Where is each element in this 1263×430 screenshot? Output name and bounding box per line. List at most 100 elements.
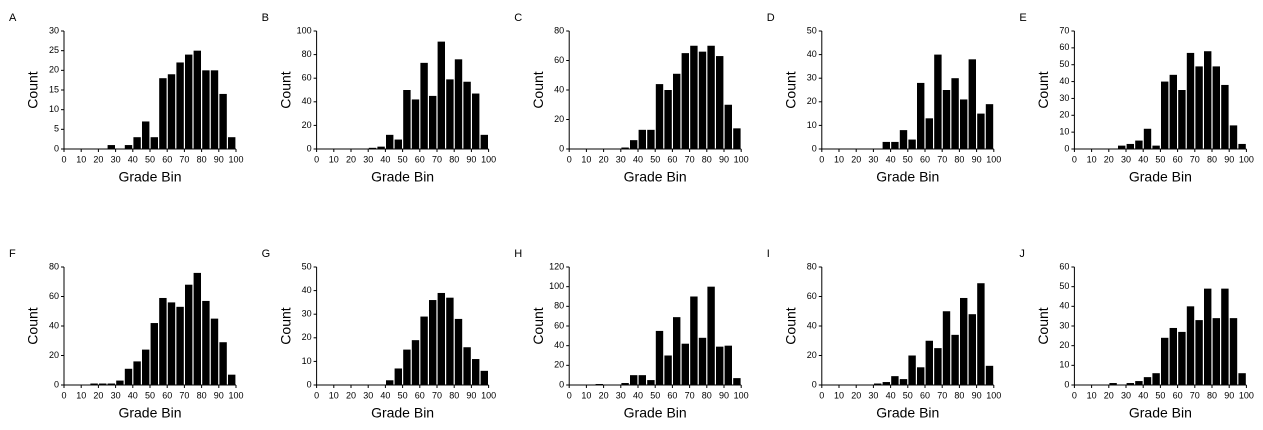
y-tick-label: 60 — [302, 73, 312, 83]
x-tick-label: 60 — [1173, 154, 1183, 164]
x-tick-label: 70 — [685, 390, 695, 400]
bar — [142, 349, 150, 385]
y-tick-label: 10 — [807, 120, 817, 130]
x-tick-label: 100 — [481, 390, 496, 400]
x-axis-title: Grade Bin — [876, 169, 939, 185]
bar — [1135, 381, 1143, 385]
y-tick-label: 50 — [807, 25, 817, 35]
x-tick-label: 60 — [920, 154, 930, 164]
x-tick-label: 80 — [1207, 154, 1217, 164]
bar — [1195, 66, 1203, 149]
bar — [951, 78, 959, 149]
bar — [1143, 128, 1152, 149]
x-tick-label: 50 — [1155, 154, 1165, 164]
y-tick-label: 40 — [1059, 301, 1069, 311]
x-tick-label: 80 — [1207, 390, 1217, 400]
x-tick-label: 40 — [128, 390, 138, 400]
y-tick-label: 40 — [49, 320, 59, 330]
x-tick-label: 50 — [650, 154, 660, 164]
bar — [386, 380, 394, 385]
x-axis-title: Grade Bin — [624, 405, 687, 421]
x-tick-label: 90 — [972, 390, 982, 400]
bar — [472, 93, 480, 149]
y-tick-label: 80 — [49, 261, 59, 271]
x-tick-label: 50 — [398, 390, 408, 400]
x-axis-title: Grade Bin — [371, 169, 434, 185]
y-tick-label: 25 — [49, 45, 59, 55]
bar — [1212, 318, 1220, 385]
panel-label: F — [9, 248, 16, 260]
x-tick-label: 30 — [363, 154, 373, 164]
bar — [1195, 320, 1203, 385]
panel-label: A — [9, 12, 17, 24]
bar — [219, 93, 227, 149]
y-tick-label: 50 — [302, 261, 312, 271]
bar — [420, 316, 428, 385]
x-tick-label: 40 — [633, 390, 643, 400]
y-tick-label: 20 — [1059, 340, 1069, 350]
bar — [1126, 143, 1134, 149]
bar — [176, 306, 184, 385]
x-tick-label: 70 — [1190, 154, 1200, 164]
bar — [107, 145, 115, 149]
y-tick-label: 50 — [1059, 59, 1069, 69]
bar — [1161, 337, 1169, 385]
x-tick-label: 60 — [920, 390, 930, 400]
x-tick-label: 10 — [76, 154, 86, 164]
bar — [1178, 90, 1186, 149]
bar — [630, 375, 638, 385]
x-tick-label: 80 — [449, 154, 459, 164]
bar — [403, 349, 411, 385]
bar — [1152, 145, 1160, 149]
bar — [724, 104, 732, 149]
x-tick-label: 70 — [937, 154, 947, 164]
y-tick-label: 80 — [807, 261, 817, 271]
x-axis-title: Grade Bin — [118, 405, 181, 421]
bar — [985, 365, 994, 385]
bar — [454, 59, 463, 149]
y-tick-label: 0 — [307, 143, 312, 153]
x-tick-label: 80 — [954, 390, 964, 400]
x-tick-label: 60 — [162, 154, 172, 164]
bar — [185, 284, 193, 385]
x-tick-label: 60 — [162, 390, 172, 400]
bar — [159, 78, 167, 149]
y-axis-title: Count — [277, 71, 293, 108]
bar — [1229, 125, 1238, 149]
bar — [1152, 373, 1160, 385]
bar — [647, 380, 655, 385]
bar — [377, 146, 385, 149]
y-tick-label: 60 — [1059, 42, 1069, 52]
x-axis-title: Grade Bin — [118, 169, 181, 185]
x-tick-label: 60 — [1173, 390, 1183, 400]
y-axis-title: Count — [783, 307, 799, 344]
x-tick-label: 20 — [851, 390, 861, 400]
bar — [1178, 331, 1186, 385]
x-tick-label: 10 — [834, 390, 844, 400]
bar — [193, 50, 201, 149]
bar — [716, 346, 724, 385]
bar — [698, 51, 707, 149]
bar — [934, 348, 942, 385]
y-tick-label: 20 — [554, 114, 564, 124]
y-tick-label: 40 — [554, 340, 564, 350]
y-tick-label: 10 — [1059, 360, 1069, 370]
x-tick-label: 50 — [398, 154, 408, 164]
bar — [951, 334, 959, 385]
bar — [446, 297, 454, 385]
panel-label: B — [262, 12, 269, 24]
bar — [368, 147, 377, 149]
y-tick-label: 120 — [549, 261, 564, 271]
bar — [707, 45, 715, 149]
bar — [394, 139, 402, 149]
x-tick-label: 20 — [346, 154, 356, 164]
x-tick-label: 40 — [380, 390, 390, 400]
x-tick-label: 20 — [599, 390, 609, 400]
bar — [621, 147, 629, 149]
x-axis-title: Grade Bin — [876, 405, 939, 421]
y-axis-title: Count — [530, 307, 546, 344]
y-tick-label: 30 — [1059, 320, 1069, 330]
x-tick-label: 20 — [599, 154, 609, 164]
y-tick-label: 50 — [1059, 281, 1069, 291]
x-tick-label: 0 — [314, 390, 319, 400]
